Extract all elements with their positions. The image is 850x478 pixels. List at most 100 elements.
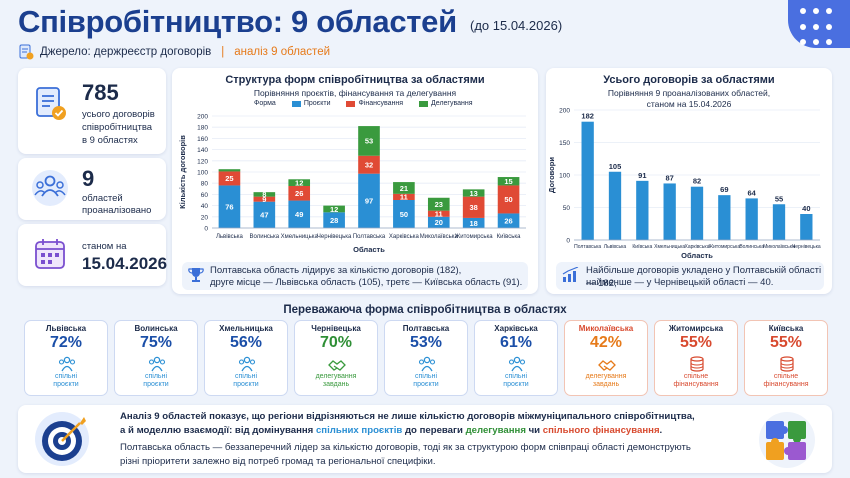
stacked-value-label: 12 bbox=[295, 178, 303, 187]
dominant-form-title: Переважаюча форма співробітництва в обла… bbox=[283, 304, 567, 316]
stacked-value-label: 53 bbox=[365, 137, 373, 146]
totals-chart-note: Найбільше договорів укладено у Полтавськ… bbox=[556, 262, 824, 290]
stacked-bar-chart: 0 20 40 60 80 100 120 140 160 180 200 Кількість дог… bbox=[178, 114, 526, 254]
stacked-bar-segment bbox=[462, 189, 485, 197]
source-label: Джерело: держреєстр договорів bbox=[40, 46, 212, 58]
stat-total-value: 785 bbox=[82, 80, 119, 105]
dominant-form-label: спільні проєкти bbox=[503, 373, 529, 388]
stacked-bar-segment bbox=[253, 196, 276, 202]
stat-card-total: 785 усього договорів співробітництва в 9… bbox=[18, 68, 166, 154]
totals-bar bbox=[581, 121, 594, 240]
stacked-value-label: 26 bbox=[504, 217, 512, 226]
totals-value-label: 182 bbox=[581, 112, 594, 121]
stacked-ytick-label: 140 bbox=[197, 147, 208, 154]
totals-ytick-label: 0 bbox=[566, 238, 570, 245]
dominant-percent: 61% bbox=[499, 334, 533, 351]
totals-note-line2: найменше — у Чернівецькій області — 40. bbox=[586, 277, 774, 288]
stacked-value-label: 12 bbox=[330, 205, 338, 214]
totals-note-line1: Найбільше договорів укладено у Полтавськ… bbox=[586, 265, 822, 289]
people-icon bbox=[508, 356, 526, 372]
dominant-form-label: спільні проєкти bbox=[233, 373, 259, 388]
source-accent: аналіз 9 областей bbox=[234, 46, 331, 58]
stacked-value-label: 76 bbox=[225, 203, 233, 212]
legend-title: Форма bbox=[254, 100, 276, 107]
dominant-region-name: Полтавська bbox=[402, 324, 450, 333]
dominant-percent: 56% bbox=[229, 334, 263, 351]
dominant-form-label: спільні проєкти bbox=[143, 373, 169, 388]
source-row: Джерело: держреєстр договорів | аналіз 9… bbox=[18, 44, 330, 60]
totals-value-label: 82 bbox=[693, 177, 701, 186]
totals-ytick-label: 100 bbox=[559, 173, 570, 180]
document-check-icon bbox=[19, 44, 34, 60]
people-icon bbox=[148, 356, 166, 372]
stacked-bar-segment bbox=[288, 186, 311, 201]
totals-bar-chart: 0 50 100 150 200 Договори 182 Полтавська 105 Льві… bbox=[547, 108, 821, 258]
stacked-category-label: Житомирська bbox=[455, 234, 494, 240]
stacked-bar-segment bbox=[323, 212, 345, 228]
dominant-form-label: спільні проєкти bbox=[53, 373, 79, 388]
stacked-value-label: 9 bbox=[262, 195, 266, 204]
dominant-percent: 55% bbox=[769, 334, 803, 351]
stacked-ytick-label: 120 bbox=[197, 158, 208, 165]
stacked-category-label: Волинська bbox=[250, 234, 280, 240]
stacked-bar-segment bbox=[427, 197, 450, 211]
stacked-bar-segment bbox=[358, 155, 380, 174]
stacked-chart-legend: Форма Проєкти Фінансування Делегування bbox=[254, 100, 473, 107]
stacked-note-line1: Полтавська область лідирує за кількістю … bbox=[210, 265, 462, 276]
stacked-value-label: 13 bbox=[469, 189, 477, 198]
totals-category-label: Полтавська bbox=[574, 244, 601, 250]
totals-bar bbox=[608, 171, 622, 240]
handshake-icon bbox=[328, 360, 346, 371]
dominant-percent: 70% bbox=[319, 334, 353, 351]
legend-item-delegation: Делегування bbox=[419, 100, 473, 107]
stacked-value-label: 49 bbox=[295, 210, 303, 219]
dominant-form-label: делегування завдань bbox=[585, 373, 627, 388]
stat-card-regions: 9 областей проаналізовано bbox=[18, 158, 166, 220]
totals-value-label: 55 bbox=[775, 194, 783, 203]
dominant-region-name: Харківська bbox=[494, 324, 538, 333]
dominant-region-name: Львівська bbox=[45, 324, 87, 333]
totals-value-label: 87 bbox=[665, 173, 673, 182]
totals-category-label: Харківська bbox=[685, 244, 710, 250]
stat-total-line3: в 9 областях bbox=[82, 135, 138, 146]
totals-bar bbox=[718, 195, 731, 240]
stacked-ytick-label: 100 bbox=[197, 170, 208, 177]
totals-category-label: Житомирська bbox=[709, 244, 741, 250]
stacked-bar-segment bbox=[358, 126, 380, 156]
dominant-form-label: делегування завдань bbox=[315, 373, 357, 388]
dominant-card: Хмельницька 56% спільні проєкти bbox=[204, 320, 288, 396]
stacked-category-label: Хмельницька bbox=[281, 234, 319, 240]
dominant-percent: 55% bbox=[679, 334, 713, 351]
stacked-bar-segment bbox=[462, 196, 485, 218]
coins-icon bbox=[690, 356, 704, 372]
totals-bar bbox=[772, 204, 786, 240]
trophy-icon bbox=[188, 268, 204, 282]
stacked-ytick-label: 180 bbox=[197, 125, 208, 132]
stacked-category-label: Чернівецька bbox=[317, 234, 352, 240]
totals-bar bbox=[690, 186, 704, 240]
summary-projects: спільних проєктів bbox=[315, 425, 403, 436]
stacked-value-label: 8 bbox=[262, 190, 266, 199]
stat-regions-value: 9 bbox=[82, 166, 95, 191]
totals-value-label: 69 bbox=[720, 185, 728, 194]
dominant-form-label: спільне фінансування bbox=[673, 373, 719, 388]
stacked-bar-segment bbox=[358, 173, 380, 228]
stacked-bar-segment bbox=[427, 216, 450, 228]
page-title: Співробітництво: 9 областей bbox=[18, 4, 457, 39]
totals-ytick-label: 50 bbox=[563, 205, 571, 212]
document-icon bbox=[36, 87, 66, 120]
decorative-dots bbox=[788, 0, 850, 48]
dominant-card: Полтавська 53% спільні проєкти bbox=[384, 320, 468, 396]
dominant-region-name: Київська bbox=[768, 324, 804, 333]
stacked-value-label: 25 bbox=[225, 174, 233, 183]
stacked-value-label: 32 bbox=[365, 161, 373, 170]
stacked-bar-segment bbox=[497, 213, 520, 228]
stacked-bar-segment bbox=[497, 177, 520, 186]
totals-category-label: Волинська bbox=[739, 244, 764, 250]
stat-regions-line2: проаналізовано bbox=[82, 205, 152, 216]
stacked-category-label: Львівська bbox=[216, 234, 244, 240]
stacked-ytick-label: 40 bbox=[201, 203, 209, 210]
stat-card-date: станом на 15.04.2026 bbox=[18, 224, 167, 286]
stacked-ytick-label: 200 bbox=[197, 114, 208, 121]
stacked-value-label: 21 bbox=[400, 184, 408, 193]
